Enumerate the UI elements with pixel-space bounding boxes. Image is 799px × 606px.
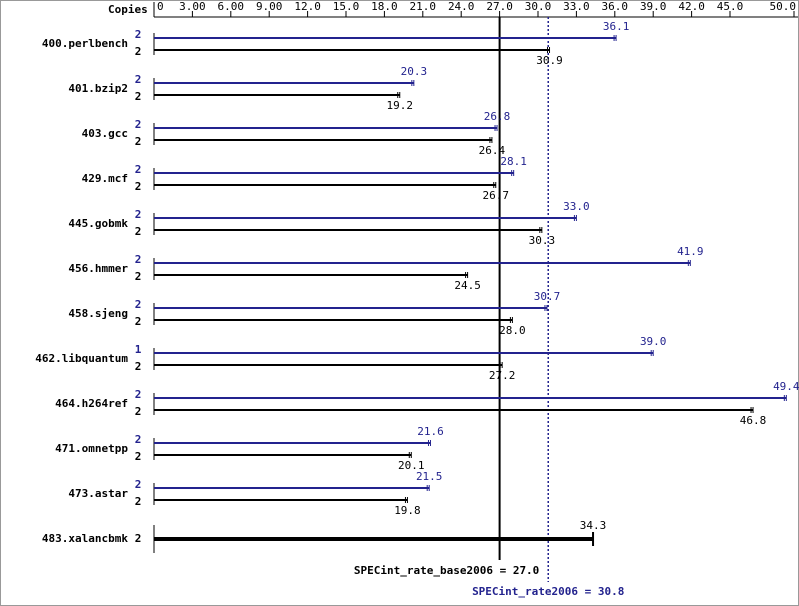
x-tick-label: 18.0 — [371, 0, 398, 13]
category-label: 483.xalancbmk — [42, 532, 128, 545]
copies-label: 2 — [135, 135, 142, 148]
x-tick-label: 33.0 — [563, 0, 590, 13]
value-label: 21.6 — [417, 425, 444, 438]
copies-label: 2 — [135, 360, 142, 373]
x-tick-label: 50.0 — [770, 0, 797, 13]
x-tick-label: 3.00 — [179, 0, 206, 13]
x-tick-label: 6.00 — [218, 0, 245, 13]
copies-label: 2 — [135, 450, 142, 463]
copies-label: 2 — [135, 180, 142, 193]
value-label: 30.9 — [536, 54, 563, 67]
category-label: 464.h264ref — [55, 397, 128, 410]
copies-label: 1 — [135, 343, 142, 356]
category-label: 462.libquantum — [35, 352, 128, 365]
x-tick-label: 12.0 — [294, 0, 321, 13]
copies-label: 2 — [135, 315, 142, 328]
value-label: 21.5 — [416, 470, 443, 483]
copies-label: 2 — [135, 45, 142, 58]
value-label: 46.8 — [740, 414, 767, 427]
x-tick-label: 15.0 — [333, 0, 360, 13]
copies-label: 2 — [135, 73, 142, 86]
category-label: 403.gcc — [82, 127, 128, 140]
value-label: 19.8 — [394, 504, 421, 517]
copies-label: 2 — [135, 225, 142, 238]
category-label: 473.astar — [68, 487, 128, 500]
value-label: 26.7 — [483, 189, 510, 202]
category-label: 429.mcf — [82, 172, 128, 185]
x-tick-label: 21.0 — [410, 0, 437, 13]
x-tick-label: 9.00 — [256, 0, 283, 13]
value-label: 36.1 — [603, 20, 630, 33]
x-tick-label: 30.0 — [525, 0, 552, 13]
category-label: 456.hmmer — [68, 262, 128, 275]
reference-label: SPECint_rate2006 = 30.8 — [472, 585, 624, 598]
x-tick-label: 36.0 — [602, 0, 629, 13]
category-label: 400.perlbench — [42, 37, 128, 50]
value-label: 41.9 — [677, 245, 704, 258]
value-label: 28.0 — [499, 324, 526, 337]
category-label: 471.omnetpp — [55, 442, 128, 455]
x-tick-label: 45.0 — [717, 0, 744, 13]
value-label: 34.3 — [580, 519, 607, 532]
value-label: 28.1 — [500, 155, 527, 168]
x-tick-label: 42.0 — [678, 0, 705, 13]
copies-label: 2 — [135, 433, 142, 446]
copies-label: 2 — [135, 298, 142, 311]
value-label: 26.8 — [484, 110, 511, 123]
copies-label: 2 — [135, 388, 142, 401]
copies-label: 2 — [135, 532, 142, 545]
copies-label: 2 — [135, 405, 142, 418]
x-tick-label: 24.0 — [448, 0, 475, 13]
value-label: 26.4 — [479, 144, 506, 157]
value-label: 30.3 — [529, 234, 556, 247]
x-tick-label: 39.0 — [640, 0, 667, 13]
copies-label: 2 — [135, 270, 142, 283]
value-label: 24.5 — [454, 279, 481, 292]
value-label: 20.1 — [398, 459, 425, 472]
value-label: 49.4 — [773, 380, 799, 393]
copies-label: 2 — [135, 495, 142, 508]
value-label: 20.3 — [401, 65, 428, 78]
x-tick-label: 0 — [157, 0, 164, 13]
x-tick-label: 27.0 — [486, 0, 513, 13]
value-label: 27.2 — [489, 369, 516, 382]
category-label: 445.gobmk — [68, 217, 128, 230]
value-label: 39.0 — [640, 335, 667, 348]
value-label: 19.2 — [387, 99, 414, 112]
category-label: 458.sjeng — [68, 307, 128, 320]
copies-label: 2 — [135, 208, 142, 221]
copies-label: 2 — [135, 253, 142, 266]
copies-label: 2 — [135, 163, 142, 176]
reference-label: SPECint_rate_base2006 = 27.0 — [354, 564, 539, 577]
copies-label: 2 — [135, 90, 142, 103]
copies-label: 2 — [135, 118, 142, 131]
value-label: 30.7 — [534, 290, 561, 303]
copies-label: 2 — [135, 28, 142, 41]
x-axis-label: Copies — [108, 3, 148, 16]
value-label: 33.0 — [563, 200, 590, 213]
category-label: 401.bzip2 — [68, 82, 128, 95]
copies-label: 2 — [135, 478, 142, 491]
